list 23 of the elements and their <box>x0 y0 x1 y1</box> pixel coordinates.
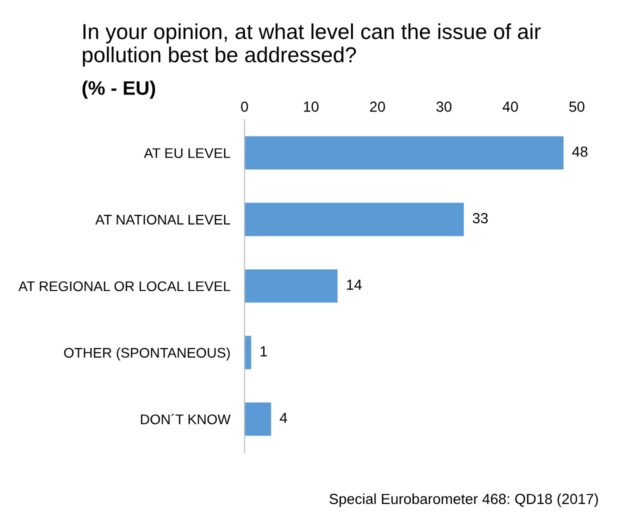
bar <box>244 202 464 236</box>
data-label: 48 <box>572 146 588 157</box>
x-tick-label: 10 <box>304 102 319 112</box>
y-tick-label: DON´T KNOW <box>140 414 231 424</box>
y-tick-label: AT REGIONAL OR LOCAL LEVEL <box>18 281 230 292</box>
x-tick-label: 30 <box>436 102 452 112</box>
data-label: 1 <box>260 346 267 356</box>
chart-subtitle: (% - EU) <box>82 80 156 99</box>
data-label: 33 <box>472 213 488 224</box>
bar <box>244 269 338 303</box>
x-tick-label: 0 <box>241 102 248 112</box>
y-tick-label: AT NATIONAL LEVEL <box>95 214 230 225</box>
data-label: 4 <box>280 412 288 423</box>
y-tick-label: AT EU LEVEL <box>144 148 230 158</box>
bar <box>244 402 272 436</box>
chart-title: In your opinion, at what level can the issue of air pollution best be addressed? <box>82 23 541 67</box>
bar <box>244 136 564 170</box>
y-tick-label: OTHER (SPONTANEOUS) <box>64 348 230 360</box>
x-tick-label: 20 <box>370 102 385 112</box>
x-tick-label: 40 <box>502 102 518 112</box>
x-tick-label: 50 <box>569 102 584 112</box>
text: Special Eurobarometer 468: QD18 (2017) <box>330 493 598 507</box>
data-label: 14 <box>347 280 362 290</box>
